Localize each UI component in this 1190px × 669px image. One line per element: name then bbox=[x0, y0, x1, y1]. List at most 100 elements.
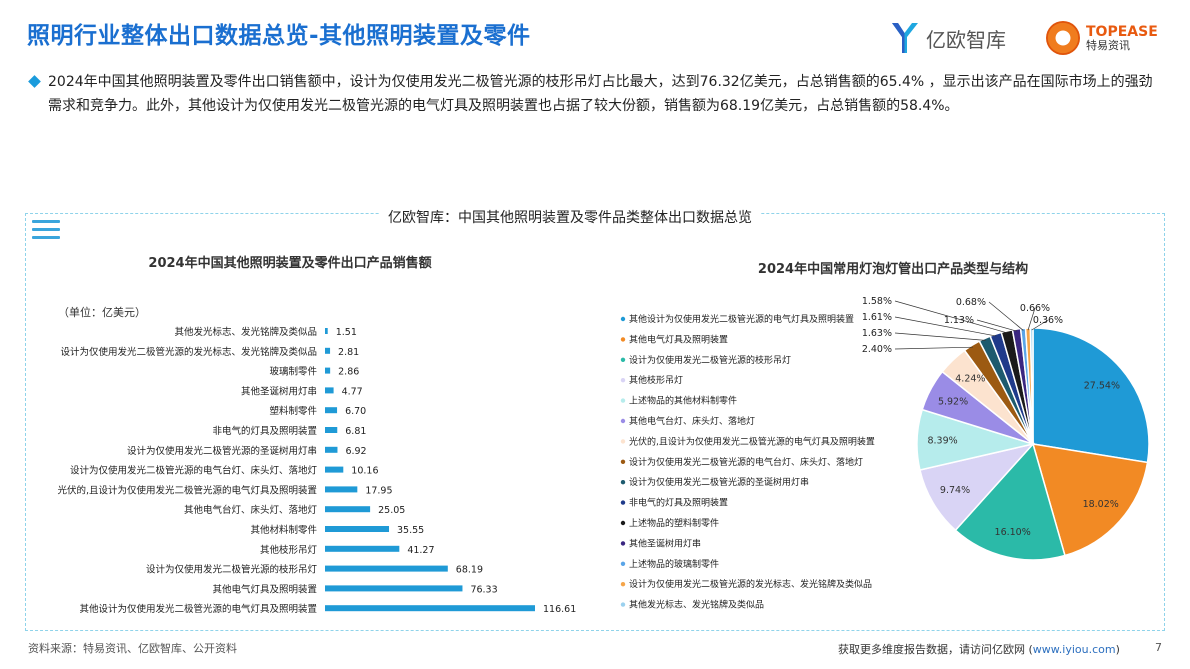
legend-swatch bbox=[620, 602, 626, 607]
pie-value-label: 4.24% bbox=[955, 374, 985, 385]
pie-value-label: 0.66% bbox=[1020, 303, 1050, 314]
pie-chart: 2024年中国常用灯泡灯管出口产品类型与结构 其他设计为仅使用发光二极管光源的电… bbox=[620, 261, 1150, 611]
panel-title: 亿欧智库：中国其他照明装置及零件品类整体出口数据总览 bbox=[380, 207, 760, 227]
legend-swatch bbox=[620, 459, 626, 464]
pie-value-label: 2.40% bbox=[862, 344, 892, 355]
pie-value-label: 0.68% bbox=[956, 297, 986, 308]
bar-value-label: 41.27 bbox=[407, 545, 434, 556]
legend-swatch bbox=[620, 541, 626, 546]
legend-swatch bbox=[620, 582, 626, 587]
legend-label: 其他电气台灯、床头灯、落地灯 bbox=[629, 415, 755, 427]
bar-category-label: 设计为仅使用发光二极管光源的电气台灯、床头灯、落地灯 bbox=[70, 465, 318, 477]
bar bbox=[325, 367, 331, 374]
pie-leader-line bbox=[894, 300, 1008, 334]
legend-label: 上述物品的其他材料制零件 bbox=[629, 395, 737, 407]
pie-leader-line bbox=[976, 319, 1017, 332]
legend-label: 设计为仅使用发光二极管光源的电气台灯、床头灯、落地灯 bbox=[629, 456, 863, 468]
legend-swatch bbox=[620, 418, 626, 424]
legend-swatch bbox=[620, 337, 626, 342]
yiou-logo-mark-icon bbox=[892, 23, 918, 53]
legend-swatch bbox=[620, 439, 626, 444]
pie-leader-line bbox=[894, 316, 997, 337]
bar-value-label: 6.81 bbox=[345, 426, 366, 437]
bar-chart-title: 2024年中国其他照明装置及零件出口产品销售额 bbox=[148, 255, 431, 271]
pie-value-label: 8.39% bbox=[927, 436, 957, 447]
bar bbox=[325, 585, 463, 592]
bar bbox=[325, 407, 338, 414]
bar-value-label: 10.16 bbox=[351, 466, 378, 477]
bar bbox=[325, 486, 358, 493]
legend-label: 设计为仅使用发光二极管光源的发光标志、发光铭牌及类似品 bbox=[629, 578, 872, 590]
bar-value-label: 4.77 bbox=[342, 386, 363, 397]
topease-logo-mark-icon bbox=[1046, 21, 1080, 55]
legend-label: 其他枝形吊灯 bbox=[629, 374, 683, 386]
legend-label: 光伏的,且设计为仅使用发光二极管光源的电气灯具及照明装置 bbox=[629, 435, 875, 447]
pie-value-label: 1.58% bbox=[862, 296, 892, 307]
yiou-logo: 亿欧智库 bbox=[890, 18, 1006, 58]
bar bbox=[325, 526, 390, 532]
pie-chart-title: 2024年中国常用灯泡灯管出口产品类型与结构 bbox=[758, 261, 1028, 277]
pie-value-label: 1.61% bbox=[862, 312, 892, 323]
legend-label: 非电气的灯具及照明装置 bbox=[629, 497, 728, 509]
bar-category-label: 其他圣诞树用灯串 bbox=[241, 385, 317, 397]
bar bbox=[325, 347, 331, 354]
bar-category-label: 其他枝形吊灯 bbox=[260, 544, 318, 556]
bar bbox=[325, 427, 338, 433]
bar-category-label: 玻璃制零件 bbox=[269, 366, 317, 378]
pie-slice bbox=[1031, 443, 1149, 557]
bar bbox=[325, 605, 535, 612]
footer-more: 获取更多维度报告数据，请访问亿欧网 (www.iyiou.com) bbox=[838, 641, 1120, 657]
page-number: 7 bbox=[1155, 641, 1162, 654]
pie-value-label: 16.10% bbox=[995, 527, 1031, 538]
bar-value-label: 1.51 bbox=[336, 327, 357, 338]
bar-category-label: 设计为仅使用发光二极管光源的枝形吊灯 bbox=[146, 564, 318, 576]
footer-source: 资料来源：特易资讯、亿欧智库、公开资料 bbox=[28, 642, 237, 655]
bar-value-label: 76.33 bbox=[470, 584, 497, 595]
footer-more-suffix: ) bbox=[1115, 643, 1120, 656]
bar-category-label: 非电气的灯具及照明装置 bbox=[212, 425, 317, 437]
legend-swatch bbox=[620, 520, 626, 526]
footer-more-prefix: 获取更多维度报告数据，请访问亿欧网 ( bbox=[838, 643, 1033, 656]
pie-leader-line bbox=[1027, 307, 1036, 331]
bar-category-label: 其他电气灯具及照明装置 bbox=[212, 583, 317, 595]
pie-leader-line bbox=[894, 332, 986, 341]
legend-label: 上述物品的玻璃制零件 bbox=[629, 558, 719, 570]
bar-category-label: 塑料制零件 bbox=[269, 405, 317, 417]
pie-leader-line bbox=[988, 301, 1024, 331]
bar bbox=[325, 328, 328, 334]
pie-value-label: 5.92% bbox=[938, 397, 968, 408]
legend-swatch bbox=[620, 316, 626, 322]
legend-swatch bbox=[620, 500, 626, 505]
menu-list-icon bbox=[32, 220, 60, 242]
bar-category-label: 其他设计为仅使用发光二极管光源的电气灯具及照明装置 bbox=[79, 603, 317, 615]
bar bbox=[325, 446, 338, 453]
pie-value-label: 1.13% bbox=[944, 315, 974, 326]
pie-value-label: 18.02% bbox=[1083, 499, 1119, 510]
topease-logo-en: TOPEASE bbox=[1086, 23, 1158, 40]
legend-swatch bbox=[620, 480, 626, 485]
pie-slice bbox=[1029, 327, 1034, 445]
bar-value-label: 116.61 bbox=[543, 604, 576, 615]
footer-link[interactable]: www.iyiou.com bbox=[1032, 643, 1116, 656]
pie-leader-line bbox=[894, 346, 973, 350]
legend-label: 上述物品的塑料制零件 bbox=[629, 517, 719, 529]
pie-slice bbox=[954, 442, 1066, 561]
bar-value-label: 35.55 bbox=[397, 525, 424, 536]
pie-value-label: 1.63% bbox=[862, 328, 892, 339]
bar-chart: 2024年中国其他照明装置及零件出口产品销售额 （单位：亿美元） 其他发光标志、… bbox=[57, 255, 576, 615]
bar-category-label: 其他电气台灯、床头灯、落地灯 bbox=[184, 504, 318, 516]
bar-value-label: 2.81 bbox=[338, 347, 359, 358]
bar-value-label: 68.19 bbox=[456, 565, 483, 576]
bar-category-label: 其他发光标志、发光铭牌及类似品 bbox=[174, 326, 317, 338]
legend-label: 其他圣诞树用灯串 bbox=[629, 537, 701, 549]
bar bbox=[325, 545, 400, 552]
bar-category-label: 设计为仅使用发光二极管光源的圣诞树用灯串 bbox=[127, 445, 317, 457]
bar bbox=[325, 387, 334, 394]
legend-label: 设计为仅使用发光二极管光源的枝形吊灯 bbox=[629, 354, 791, 366]
legend-swatch bbox=[620, 357, 626, 362]
bar-value-label: 6.70 bbox=[345, 406, 366, 417]
legend-label: 其他发光标志、发光铭牌及类似品 bbox=[629, 599, 764, 611]
legend-label: 其他电气灯具及照明装置 bbox=[629, 333, 728, 345]
legend-label: 其他设计为仅使用发光二极管光源的电气灯具及照明装置 bbox=[629, 313, 854, 325]
bar-category-label: 设计为仅使用发光二极管光源的发光标志、发光铭牌及类似品 bbox=[60, 346, 317, 358]
